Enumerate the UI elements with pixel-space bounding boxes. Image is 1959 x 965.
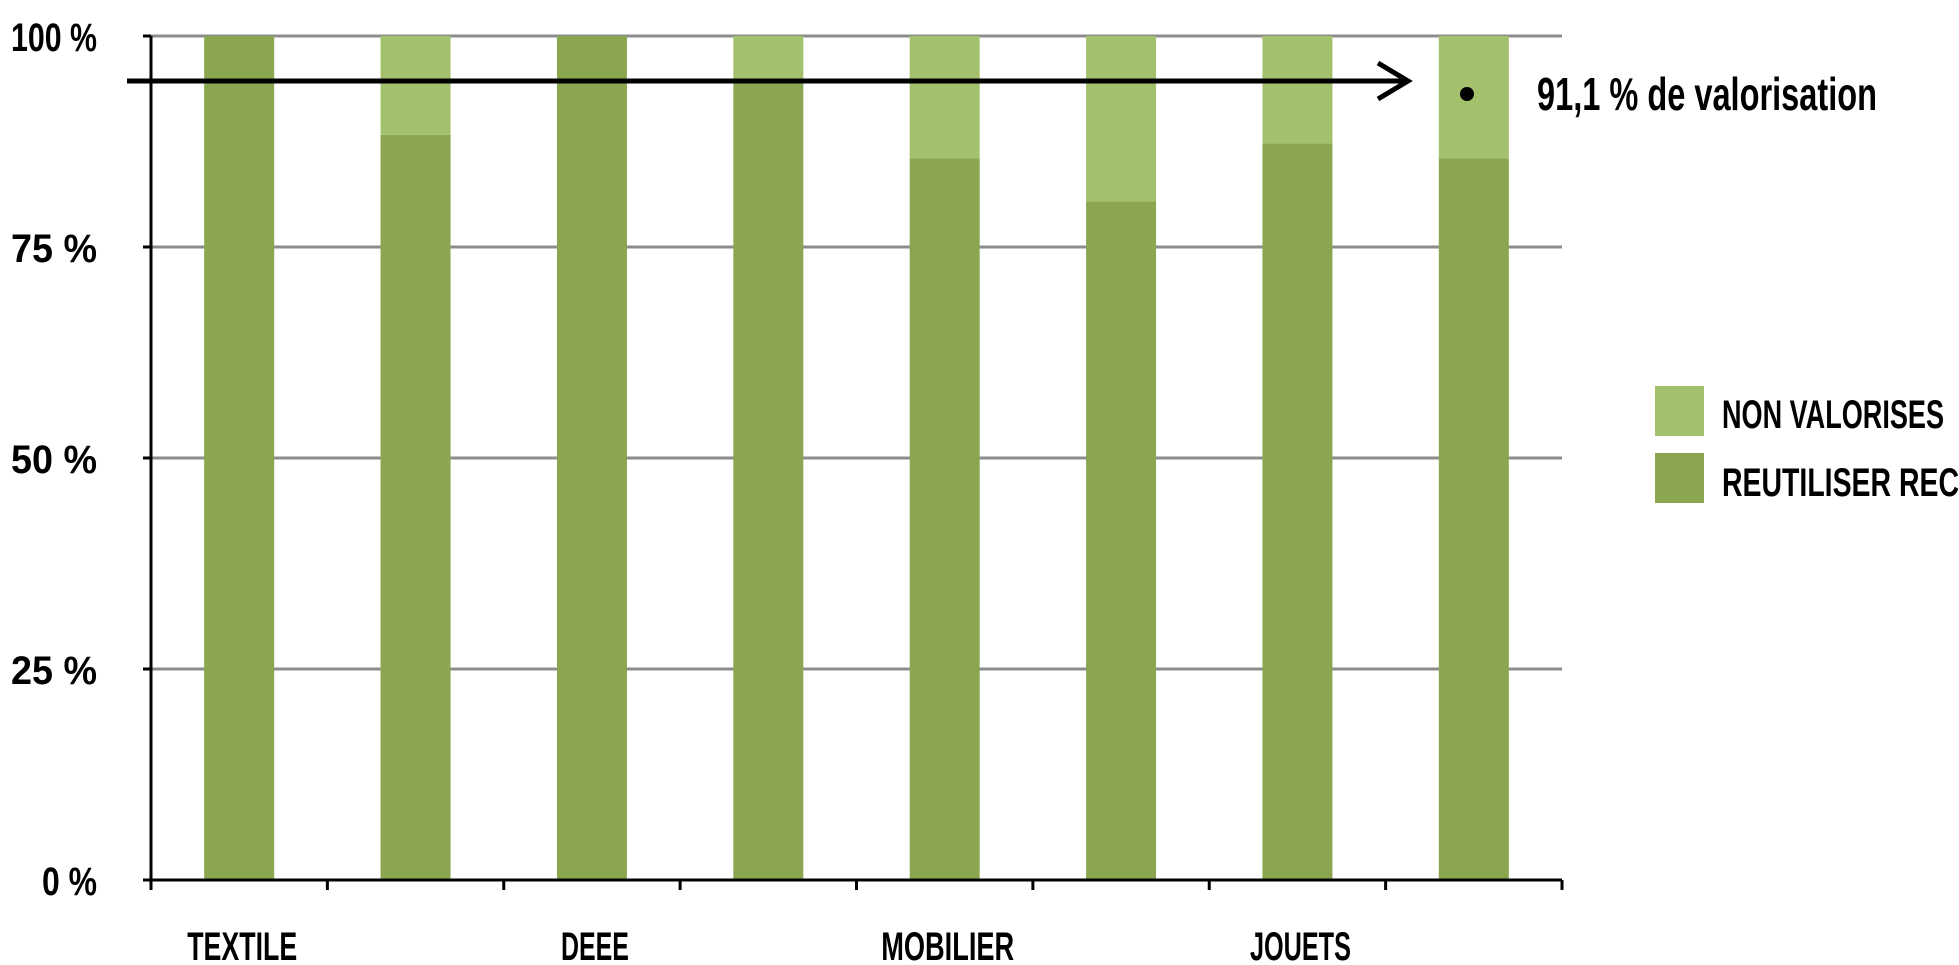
legend-label-non-valorises: NON VALORISES (1722, 393, 1944, 437)
legend-label-reutiliser: REUTILISER REC (1722, 461, 1959, 505)
bar-reutiliser-2 (556, 36, 627, 880)
y-tick-label: 100 % (11, 16, 97, 60)
legend: NON VALORISES REUTILISER REC (1655, 386, 1959, 505)
bar-reutiliser-0 (204, 36, 275, 880)
bar-reutiliser-7 (1438, 158, 1509, 880)
bars (204, 36, 1509, 881)
legend-swatch-reutiliser (1655, 453, 1704, 503)
bar-non-valorises-4 (909, 36, 980, 159)
bar-non-valorises-1 (380, 36, 451, 135)
gridlines (151, 34, 1562, 671)
annotation-arrow-head (1376, 60, 1413, 102)
y-tick-label: 25 % (11, 649, 97, 693)
bar-reutiliser-4 (909, 158, 980, 880)
x-tick-label: TEXTILE (187, 925, 297, 965)
bar-non-valorises-3 (733, 36, 804, 83)
x-tick-label: MOBILIER (881, 925, 1014, 965)
bar-reutiliser-5 (1086, 201, 1157, 880)
bar-reutiliser-6 (1262, 143, 1333, 881)
bar-non-valorises-6 (1262, 36, 1333, 144)
y-tick-label: 0 % (42, 860, 97, 904)
x-tick-label: JOUETS (1250, 925, 1351, 965)
x-tick-label: DEEE (561, 925, 629, 965)
x-ticks: TEXTILE DEEE MOBILIER JOUETS (149, 880, 1564, 965)
legend-swatch-non-valorises (1655, 386, 1704, 436)
annotation: 91,1 % de valorisation (127, 60, 1877, 120)
y-tick-label: 75 % (11, 227, 97, 271)
annotation-text: 91,1 % de valorisation (1537, 68, 1877, 120)
y-tick-label: 50 % (11, 438, 97, 482)
bar-reutiliser-1 (380, 134, 451, 881)
bar-non-valorises-5 (1086, 36, 1157, 202)
annotation-bullet (1460, 87, 1474, 101)
y-ticks: 0 % 25 % 50 % 75 % 100 % (11, 16, 151, 904)
bar-non-valorises-7 (1438, 36, 1509, 159)
bar-reutiliser-3 (733, 82, 804, 881)
